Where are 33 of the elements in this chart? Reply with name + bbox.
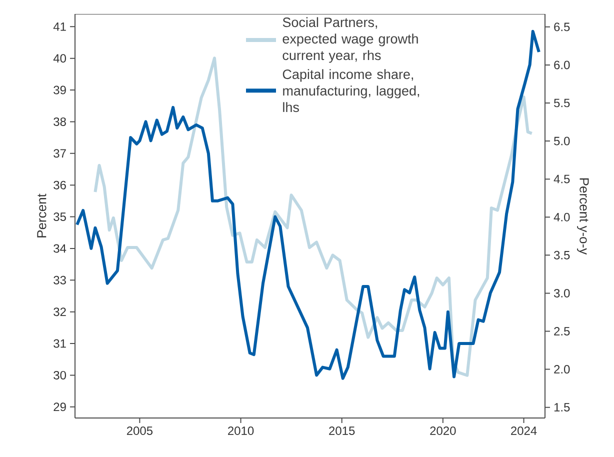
y-tick-label: 30 — [54, 370, 66, 380]
y2-tick-label: 4.5 — [554, 174, 570, 184]
y2-axis-title: Percent y-o-y — [577, 178, 589, 255]
y2-tick-label: 3.0 — [554, 288, 570, 298]
y-tick-label: 33 — [54, 276, 66, 284]
y2-tick-label: 4.0 — [554, 212, 570, 222]
y2-tick-label: 1.5 — [554, 403, 570, 412]
y-tick-label: 32 — [54, 308, 66, 316]
y2-tick-label: 2.5 — [554, 327, 570, 336]
y-tick-label: 35 — [54, 212, 66, 222]
y-tick-label: 36 — [54, 180, 66, 190]
x-tick-label: 2010 — [228, 426, 254, 436]
y-tick-label: 41 — [53, 22, 66, 31]
y-tick-label: 34 — [54, 244, 66, 253]
y-tick-label: 39 — [54, 86, 66, 94]
y-tick-label: 38 — [54, 117, 66, 126]
y2-tick-label: 5.0 — [554, 136, 570, 146]
x-tick-label: 2024 — [511, 426, 537, 436]
y2-tick-label: 2.0 — [554, 365, 570, 374]
legend-label: Capital income share, manufacturing, lagged, lhs — [282, 69, 420, 112]
y-tick-label: 40 — [53, 54, 66, 63]
y-tick-label: 37 — [54, 149, 66, 158]
y2-tick-label: 5.5 — [554, 98, 570, 108]
y2-tick-label: 6.5 — [554, 22, 570, 32]
x-tick-label: 2005 — [126, 426, 153, 436]
y-tick-label: 29 — [54, 402, 66, 412]
y2-tick-label: 3.5 — [554, 250, 570, 260]
x-tick-label: 2020 — [430, 426, 456, 436]
y-tick-label: 31 — [54, 339, 66, 348]
legend-label: Social Partners, expected wage growth current year, rhs — [282, 17, 418, 63]
y2-tick-label: 6.0 — [554, 60, 570, 70]
x-tick-label: 2015 — [329, 426, 355, 436]
y-axis-title: Percent — [37, 194, 46, 238]
